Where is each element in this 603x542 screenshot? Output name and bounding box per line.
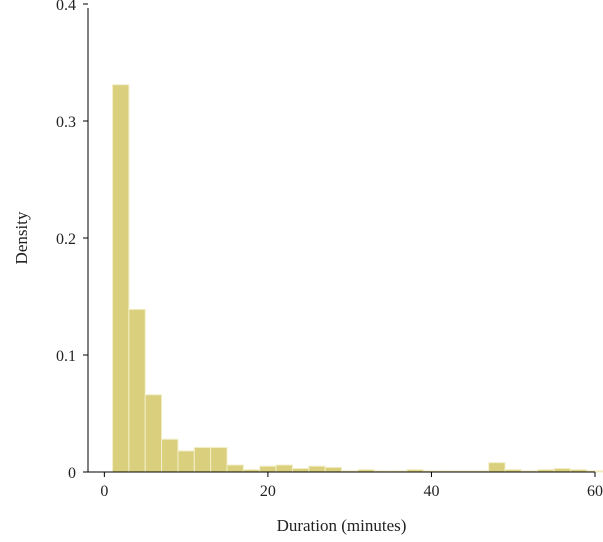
histogram-bar xyxy=(488,462,506,473)
y-tick-label: 0.2 xyxy=(56,231,76,248)
x-tick-label: 40 xyxy=(423,483,439,500)
y-tick-label: 0 xyxy=(68,465,76,482)
histogram-bar xyxy=(112,84,130,473)
histogram-bar xyxy=(226,464,244,473)
histogram-bar xyxy=(177,450,195,473)
y-tick-label: 0.4 xyxy=(56,0,76,14)
histogram-bar xyxy=(324,466,343,473)
y-tick-label: 0.3 xyxy=(56,114,76,131)
histogram-bar xyxy=(291,467,310,473)
histogram-bar xyxy=(553,467,571,473)
histogram-bar xyxy=(161,438,179,473)
histogram-bar xyxy=(144,394,163,473)
axes-layer: 0 20 40 60 0 0.1 0.2 0.3 0.4 xyxy=(56,0,603,500)
histogram-bar xyxy=(128,308,146,473)
y-axis-title: Density xyxy=(12,211,31,264)
histogram-bar xyxy=(193,446,212,473)
x-axis-title: Duration (minutes) xyxy=(277,516,407,535)
histogram-bar xyxy=(275,464,293,473)
x-tick-label: 20 xyxy=(260,483,276,500)
y-tick-label: 0.1 xyxy=(56,348,76,365)
bars-layer xyxy=(112,84,603,473)
histogram-bar xyxy=(259,465,277,473)
histogram-bar xyxy=(308,465,326,473)
x-tick-label: 0 xyxy=(100,483,108,500)
histogram-bar xyxy=(210,446,228,473)
x-tick-label: 60 xyxy=(587,483,603,500)
